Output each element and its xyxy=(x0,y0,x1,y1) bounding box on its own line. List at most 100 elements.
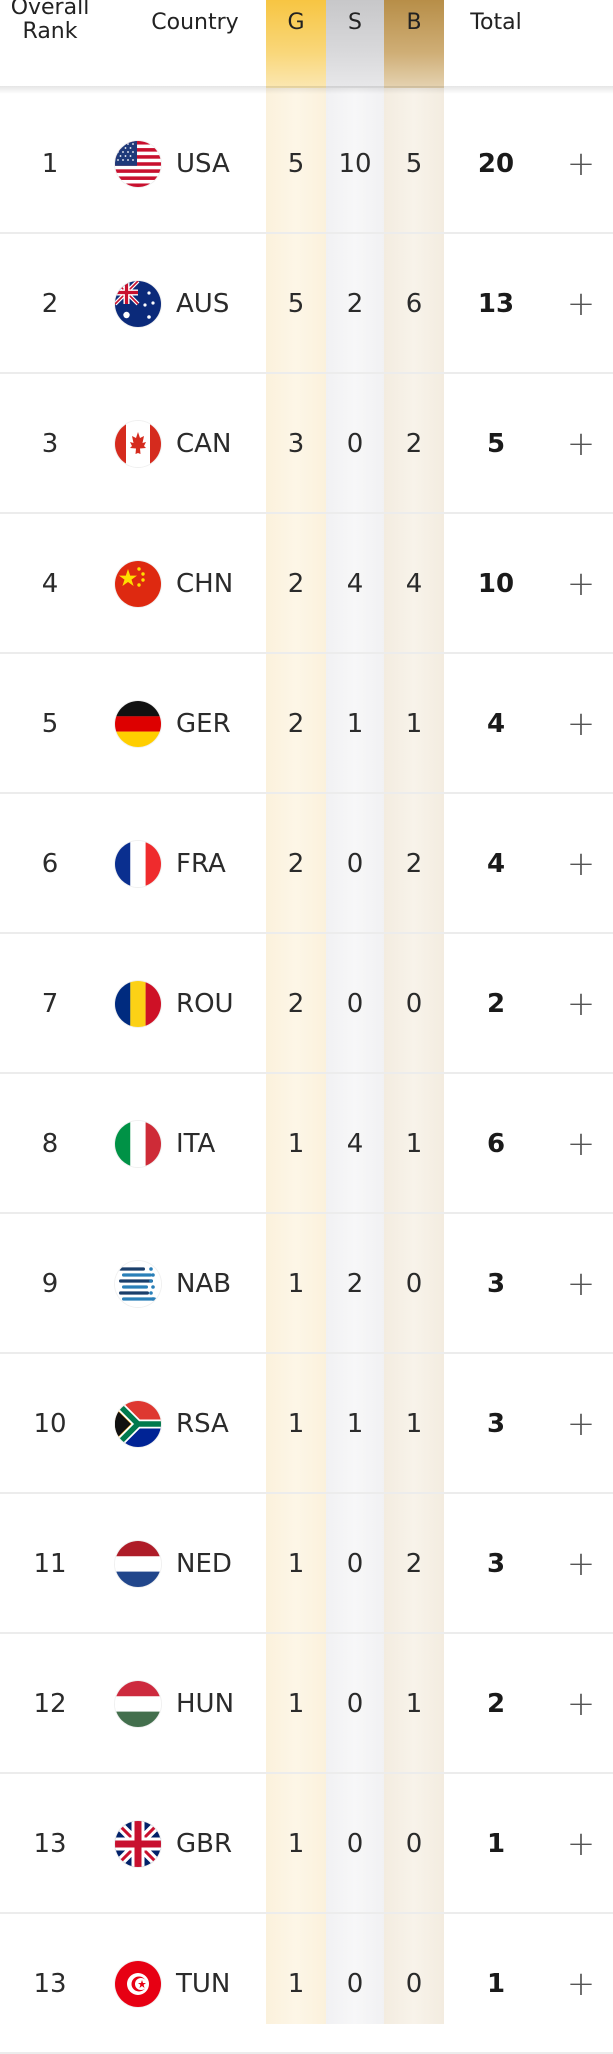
table-row[interactable]: 6 FRA 2 0 2 4 + xyxy=(0,794,613,934)
row-bronze-count: 1 xyxy=(405,1689,423,1719)
row-silver-count: 1 xyxy=(346,709,364,739)
expand-row-button[interactable]: + xyxy=(566,704,596,744)
row-country-code[interactable]: AUS xyxy=(176,289,230,319)
expand-row-button[interactable]: + xyxy=(566,1404,596,1444)
row-divider xyxy=(0,1352,613,1354)
expand-row-button[interactable]: + xyxy=(566,1964,596,2004)
row-bronze-count: 0 xyxy=(405,1829,423,1859)
row-divider xyxy=(0,1632,613,1634)
table-row[interactable]: 8 ITA 1 4 1 6 + xyxy=(0,1074,613,1214)
row-silver-count: 0 xyxy=(346,989,364,1019)
row-gold-count: 2 xyxy=(287,989,305,1019)
row-country-code[interactable]: GER xyxy=(176,709,231,739)
expand-row-button[interactable]: + xyxy=(566,1124,596,1164)
expand-row-button[interactable]: + xyxy=(566,1684,596,1724)
table-header: Overall Rank Country G S B Total xyxy=(0,0,613,88)
row-silver-count: 0 xyxy=(346,429,364,459)
table-row[interactable]: 11 NED 1 0 2 3 + xyxy=(0,1494,613,1634)
tun-flag-icon xyxy=(115,1961,161,2007)
row-bronze-count: 0 xyxy=(405,989,423,1019)
row-divider xyxy=(0,512,613,514)
row-flag xyxy=(113,374,163,514)
row-bronze-count: 0 xyxy=(405,1269,423,1299)
aus-flag-icon xyxy=(115,281,161,327)
row-flag xyxy=(113,1214,163,1354)
table-row[interactable]: 9 NAB 1 2 0 3 + xyxy=(0,1214,613,1354)
row-divider xyxy=(0,372,613,374)
table-row[interactable]: 1 USA 5 10 5 20 + xyxy=(0,94,613,234)
row-bronze-count: 4 xyxy=(405,569,423,599)
expand-row-button[interactable]: + xyxy=(566,144,596,184)
row-divider xyxy=(0,1492,613,1494)
row-total-count: 1 xyxy=(486,1829,506,1859)
row-gold-count: 5 xyxy=(287,289,305,319)
row-total-count: 13 xyxy=(477,289,515,319)
row-silver-count: 2 xyxy=(346,289,364,319)
row-country-code[interactable]: ITA xyxy=(176,1129,216,1159)
table-row[interactable]: 12 HUN 1 0 1 2 + xyxy=(0,1634,613,1774)
expand-row-button[interactable]: + xyxy=(566,564,596,604)
row-country-code[interactable]: TUN xyxy=(176,1969,231,1999)
row-silver-count: 0 xyxy=(346,1689,364,1719)
row-silver-count: 0 xyxy=(346,1969,364,1999)
row-country-code[interactable]: HUN xyxy=(176,1689,235,1719)
row-silver-count: 0 xyxy=(346,1549,364,1579)
row-country-code[interactable]: GBR xyxy=(176,1829,233,1859)
header-gold[interactable]: G xyxy=(266,0,326,88)
row-total-count: 4 xyxy=(486,849,506,879)
expand-row-button[interactable]: + xyxy=(566,424,596,464)
row-rank: 4 xyxy=(41,569,59,599)
expand-row-button[interactable]: + xyxy=(566,1544,596,1584)
bronze-column-background xyxy=(384,0,444,2024)
row-divider xyxy=(0,1072,613,1074)
table-row[interactable]: 13 TUN 1 0 0 1 + xyxy=(0,1914,613,2054)
table-row[interactable]: 13 GBR 1 0 0 1 + xyxy=(0,1774,613,1914)
table-row[interactable]: 4 CHN 2 4 4 10 + xyxy=(0,514,613,654)
row-gold-count: 1 xyxy=(287,1269,305,1299)
row-country-code[interactable]: ROU xyxy=(176,989,234,1019)
table-row[interactable]: 5 GER 2 1 1 4 + xyxy=(0,654,613,794)
row-rank: 1 xyxy=(41,149,59,179)
row-flag xyxy=(113,94,163,234)
row-rank: 12 xyxy=(33,1689,67,1719)
row-flag xyxy=(113,1494,163,1634)
row-country-code[interactable]: RSA xyxy=(176,1409,229,1439)
expand-row-button[interactable]: + xyxy=(566,284,596,324)
table-row[interactable]: 7 ROU 2 0 0 2 + xyxy=(0,934,613,1074)
header-silver[interactable]: S xyxy=(326,0,384,88)
row-country-code[interactable]: CHN xyxy=(176,569,234,599)
row-country-code[interactable]: USA xyxy=(176,149,230,179)
header-shadow xyxy=(0,86,613,94)
table-row[interactable]: 2 AUS 5 2 6 13 + xyxy=(0,234,613,374)
ger-flag-icon xyxy=(115,701,161,747)
header-country[interactable]: Country xyxy=(151,10,239,35)
table-row[interactable]: 3 CAN 3 0 2 5 + xyxy=(0,374,613,514)
table-row[interactable]: 10 RSA 1 1 1 3 + xyxy=(0,1354,613,1494)
row-rank: 2 xyxy=(41,289,59,319)
header-overall-rank[interactable]: Overall Rank xyxy=(0,0,100,84)
row-rank: 5 xyxy=(41,709,59,739)
expand-row-button[interactable]: + xyxy=(566,1264,596,1304)
header-total[interactable]: Total xyxy=(470,10,522,35)
ned-flag-icon xyxy=(115,1541,161,1587)
row-silver-count: 1 xyxy=(346,1409,364,1439)
expand-row-button[interactable]: + xyxy=(566,1824,596,1864)
expand-row-button[interactable]: + xyxy=(566,984,596,1024)
expand-row-button[interactable]: + xyxy=(566,844,596,884)
row-bronze-count: 1 xyxy=(405,709,423,739)
row-rank: 10 xyxy=(33,1409,67,1439)
row-country-code[interactable]: CAN xyxy=(176,429,232,459)
row-bronze-count: 2 xyxy=(405,849,423,879)
row-country-code[interactable]: FRA xyxy=(176,849,226,879)
header-bronze[interactable]: B xyxy=(384,0,444,88)
can-flag-icon xyxy=(115,421,161,467)
row-rank: 13 xyxy=(33,1969,67,1999)
hun-flag-icon xyxy=(115,1681,161,1727)
row-divider xyxy=(0,1772,613,1774)
row-country-code[interactable]: NAB xyxy=(176,1269,232,1299)
row-country-code[interactable]: NED xyxy=(176,1549,232,1579)
row-rank: 7 xyxy=(41,989,59,1019)
row-gold-count: 2 xyxy=(287,709,305,739)
row-bronze-count: 2 xyxy=(405,429,423,459)
row-rank: 3 xyxy=(41,429,59,459)
